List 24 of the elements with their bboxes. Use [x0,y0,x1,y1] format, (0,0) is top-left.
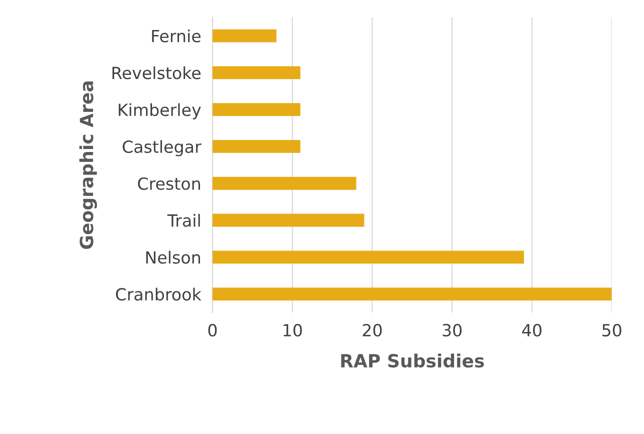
y-tick-label: Kimberley [118,103,201,120]
bar [212,103,300,116]
bar [212,176,356,190]
x-tick-label: 20 [362,324,382,336]
y-tick-label: Revelstoke [112,66,201,80]
x-tick-label: 40 [522,324,542,336]
bar [212,29,276,42]
bar [212,140,300,153]
y-tick-label: Trail [167,214,200,227]
x-tick-label: 30 [442,324,462,336]
x-tick-label: 50 [602,324,622,336]
y-tick-label: Fernie [152,29,201,42]
x-axis-title: RAP Subsidies [341,354,484,368]
x-tick-label: 10 [284,324,302,336]
y-tick-label: Cranbrook [116,288,202,301]
bar [212,250,524,264]
y-tick-label: Nelson [146,250,200,264]
y-tick-label: Castlegar [122,140,202,156]
x-tick-label: 0 [208,324,217,336]
y-axis-title: Geographic Area [79,81,97,249]
y-tick-label: Creston [138,177,200,190]
bar [212,66,300,80]
bar [212,288,612,300]
bar [212,214,364,227]
